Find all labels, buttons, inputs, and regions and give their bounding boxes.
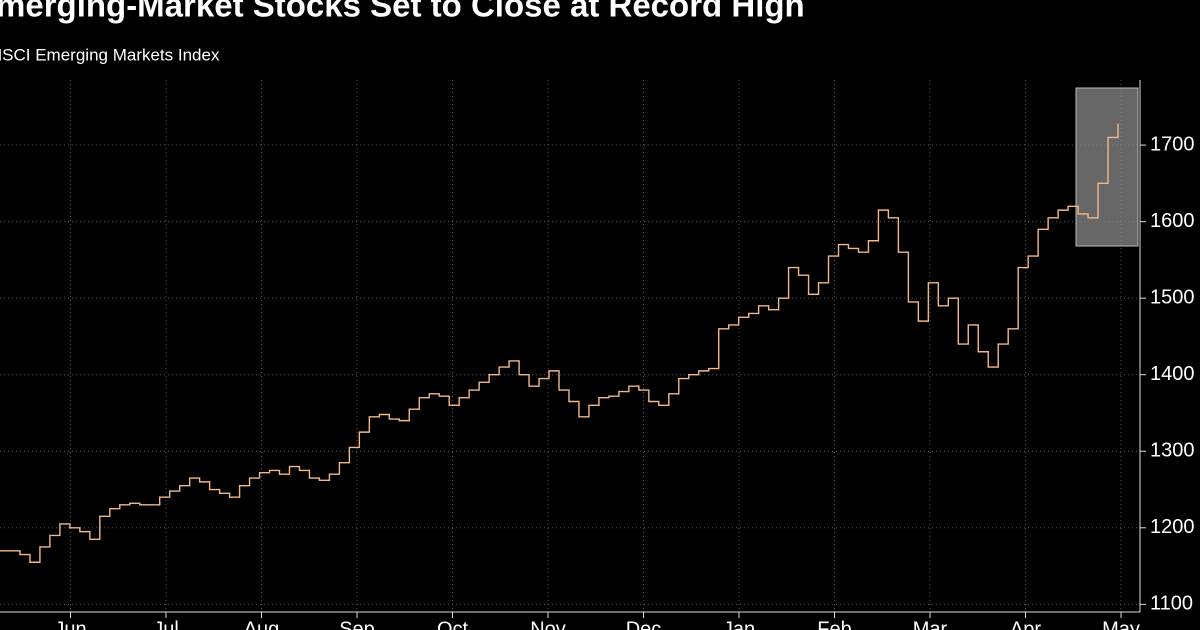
highlight-box xyxy=(1075,87,1139,247)
grid xyxy=(0,80,1140,612)
y-tick-label: 1200 xyxy=(1150,516,1195,538)
x-tick-label: Sep xyxy=(339,618,375,630)
x-tick-label: Feb xyxy=(817,618,851,630)
y-tick-label: 1700 xyxy=(1150,133,1195,155)
x-tick-label: May xyxy=(1102,618,1140,630)
line xyxy=(0,123,1119,563)
y-tick-label: 1500 xyxy=(1150,286,1195,308)
y-tick-label: 1400 xyxy=(1150,363,1195,385)
x-tick-label: Oct xyxy=(437,618,469,630)
x-tick-label: Apr xyxy=(1010,618,1041,630)
y-tick-label: 1600 xyxy=(1150,210,1195,232)
x-tick-label: Nov xyxy=(530,618,566,630)
x-tick-label: Jul xyxy=(153,618,179,630)
chart-subtitle: MSCI Emerging Markets Index xyxy=(0,45,220,64)
chart-title: Emerging-Market Stocks Set to Close at R… xyxy=(0,0,805,24)
x-tick-label: Jan xyxy=(723,618,755,630)
y-tick-label: 1100 xyxy=(1150,593,1193,615)
x-tick-label: Mar xyxy=(913,618,948,630)
x-tick-label: Aug xyxy=(244,618,280,630)
y-tick-label: 1300 xyxy=(1150,440,1195,462)
x-tick-label: Jun xyxy=(54,618,86,630)
x-tick-label: Dec xyxy=(626,618,662,630)
